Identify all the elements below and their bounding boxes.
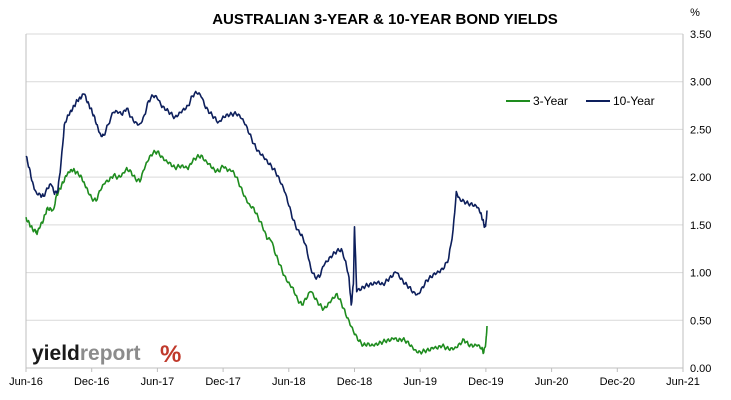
x-tick-label: Jun-16 <box>9 376 43 388</box>
logo-percent-icon: % <box>160 341 181 368</box>
x-tick-label: Dec-20 <box>600 376 635 388</box>
logo-text-report: report <box>80 342 141 365</box>
x-axis-ticks: Jun-16 Dec-16 Jun-17 Dec-17 Jun-18 Dec-18 Jun-… <box>9 368 700 388</box>
legend: 3-Year 10-Year <box>506 94 655 108</box>
y-tick-label: 0.00 <box>690 363 711 375</box>
x-tick-label: Dec-17 <box>205 376 240 388</box>
gridlines <box>25 33 684 369</box>
y-axis-ticks: 0.00 0.50 1.00 1.50 2.00 2.50 3.00 3.50 <box>690 29 711 375</box>
x-tick-label: Jun-19 <box>403 376 437 388</box>
y-tick-label: 3.00 <box>690 77 711 89</box>
series-line-3-year <box>25 149 488 355</box>
x-tick-label: Dec-16 <box>74 376 109 388</box>
x-tick-label: Jun-17 <box>141 376 175 388</box>
series-line-10-year <box>25 90 488 306</box>
x-tick-label: Dec-19 <box>468 376 503 388</box>
legend-label: 10-Year <box>613 94 655 108</box>
chart-title: AUSTRALIAN 3-YEAR & 10-YEAR BOND YIELDS <box>212 11 558 28</box>
x-tick-label: Dec-18 <box>337 376 372 388</box>
yieldreport-logo: yieldreport % <box>32 341 181 368</box>
legend-label: 3-Year <box>533 94 568 108</box>
logo-text-yield: yield <box>32 342 80 365</box>
y-tick-label: 3.50 <box>690 29 711 41</box>
x-tick-label: Jun-20 <box>535 376 569 388</box>
y-tick-label: 2.50 <box>690 124 711 136</box>
y-tick-label: 2.00 <box>690 172 711 184</box>
y-tick-label: 1.50 <box>690 220 711 232</box>
series-lines <box>25 90 488 355</box>
y-axis-unit: % <box>690 7 700 19</box>
svg-text:yieldreport: yieldreport <box>32 342 141 365</box>
y-tick-label: 1.00 <box>690 268 711 280</box>
y-tick-label: 0.50 <box>690 315 711 327</box>
x-tick-label: Jun-21 <box>666 376 700 388</box>
x-tick-label: Jun-18 <box>272 376 306 388</box>
